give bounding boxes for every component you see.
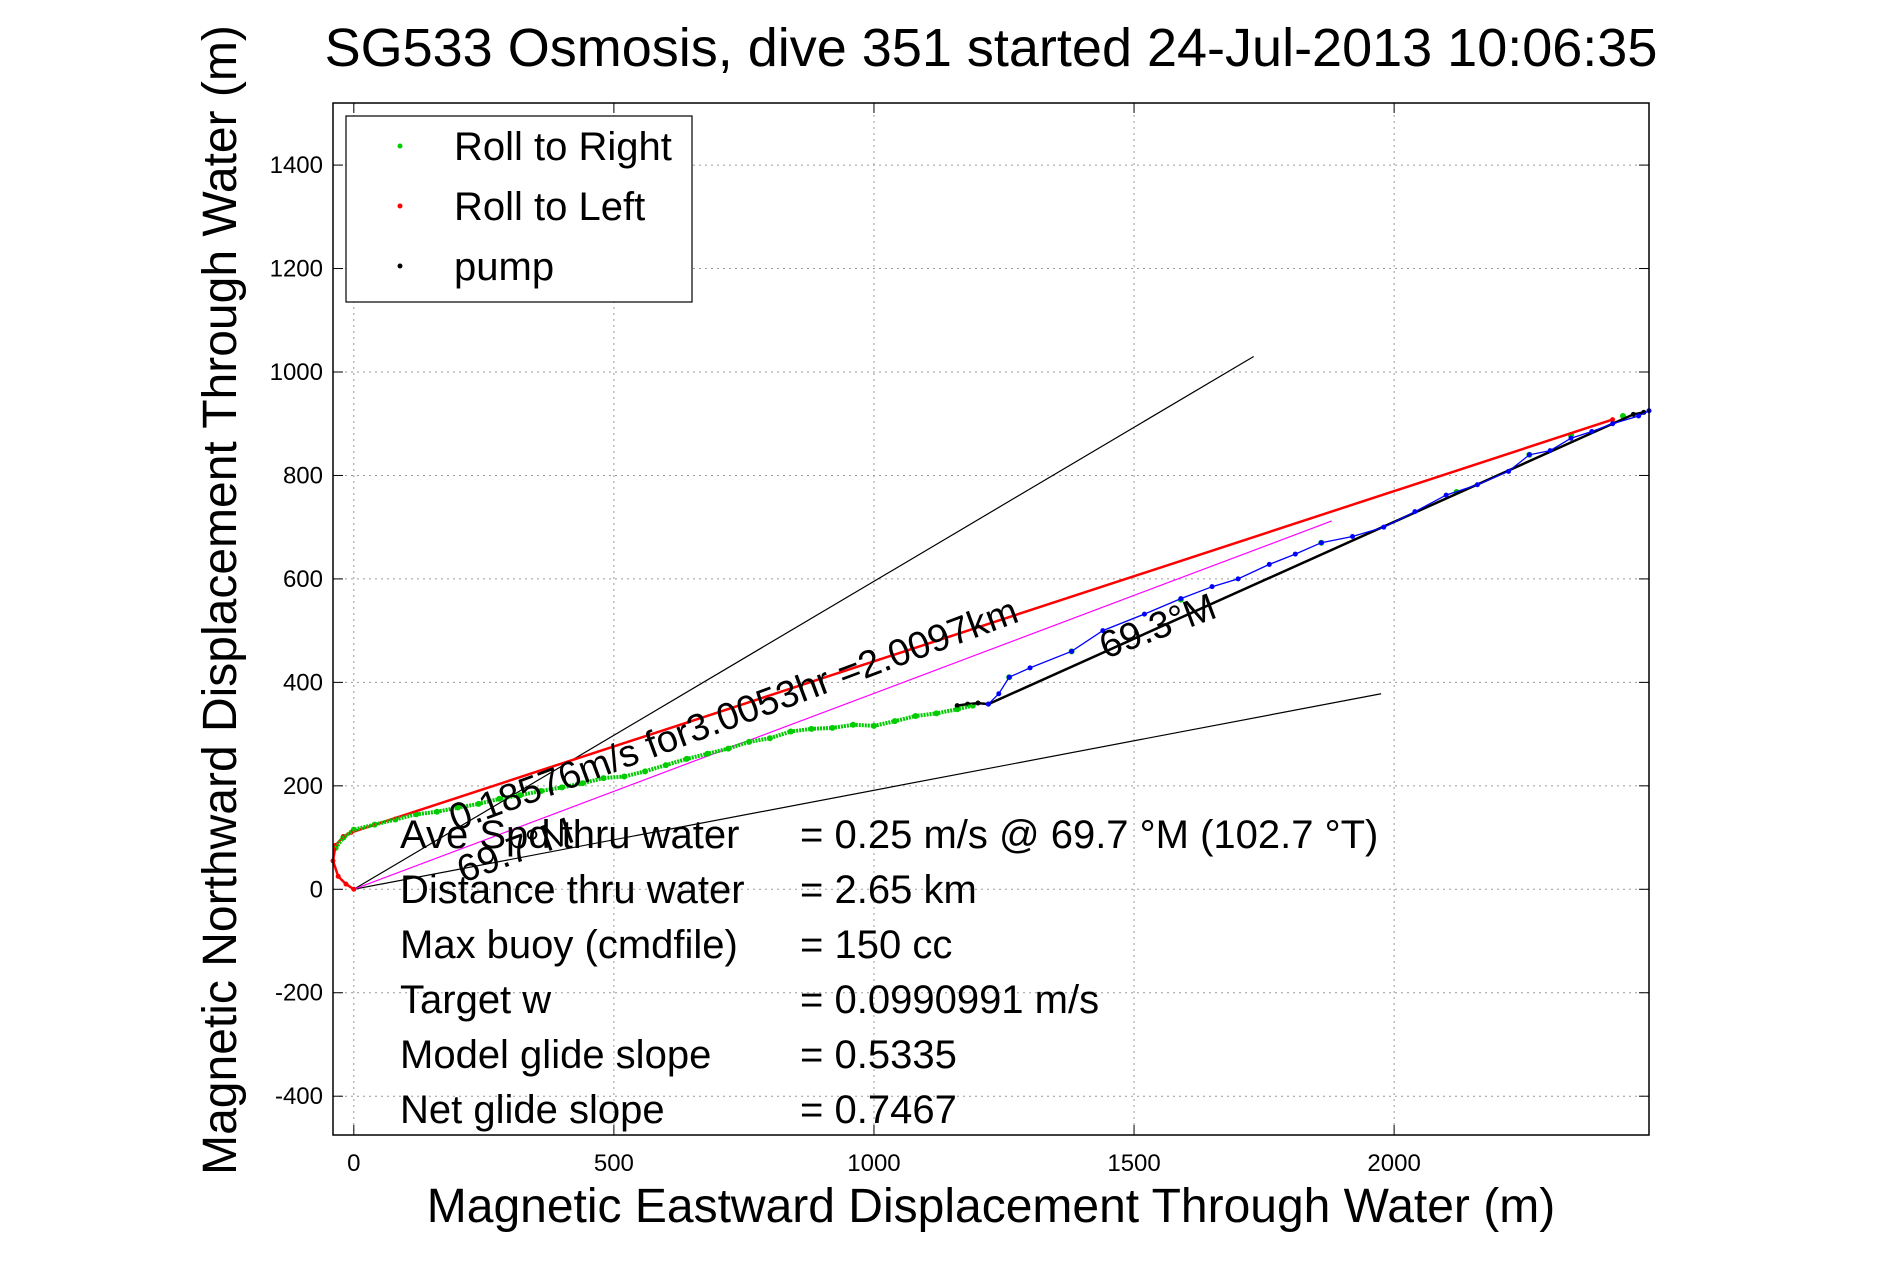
x-tick-label: 1500 [1107,1150,1160,1177]
stat-label: Model glide slope [400,1033,711,1077]
track-point [996,691,1002,697]
y-tick-label: 200 [283,773,323,800]
y-tick-label: 400 [283,669,323,696]
reference-line [353,693,1382,890]
roll-to-left-point [351,886,357,892]
y-tick-label: 1000 [270,359,323,386]
stat-value: = 0.7467 [800,1088,957,1132]
pump-point [1630,411,1636,417]
track-point [1526,452,1532,458]
legend-label: Roll to Right [454,125,672,169]
stat-label: Distance thru water [400,868,745,912]
track-point [985,701,991,707]
roll-to-right-trace [334,703,974,850]
legend-marker [397,143,403,149]
reference-lines [353,355,1382,890]
grid [333,103,1649,1135]
track-point [1027,665,1033,671]
plot-area-frame [332,102,1650,1136]
track-point [1069,648,1075,654]
y-tick-label: 1400 [270,152,323,179]
y-axis-label: Magnetic Northward Displacement Through … [194,25,247,1175]
track-point [1547,448,1553,454]
track-point [1209,584,1215,590]
y-tick-label: 1200 [270,256,323,283]
y-tick-label: -200 [275,980,323,1007]
reference-line [353,355,1254,890]
stat-value: = 2.65 km [800,868,977,912]
track-point [1178,596,1184,602]
legend-label: Roll to Left [454,185,645,229]
stat-label: Target w [400,978,551,1022]
track-point [1266,561,1272,567]
roll-to-left-point [335,873,341,879]
stat-label: Net glide slope [400,1088,665,1132]
roll-to-left-point [343,881,349,887]
track-point [1506,468,1512,474]
legend-marker [397,203,403,209]
track-point [1318,540,1324,546]
stat-label: Max buoy (cmdfile) [400,923,738,967]
y-tick-label: 800 [283,462,323,489]
y-tick-label: 600 [283,566,323,593]
axis-ticks: 0 500 1000 1500 2000 -400 -200 0 200 400 600 800 100… [270,103,1649,1177]
stat-value: = 0.5335 [800,1033,957,1077]
legend-items: Roll to Right Roll to Left pump [397,125,672,289]
chart-title: SG533 Osmosis, dive 351 started 24-Jul-2… [325,18,1658,78]
track-point [1350,533,1356,539]
stat-value: = 150 cc [800,923,952,967]
dive-stats: Ave Spd thru water = 0.25 m/s @ 69.7 °M (… [400,813,1378,1132]
stat-value: = 0.0990991 m/s [800,978,1099,1022]
reference-line [353,520,1332,890]
y-tick-label: -400 [275,1083,323,1110]
track-point [1100,628,1106,634]
x-tick-label: 2000 [1367,1150,1420,1177]
pump-point [975,700,981,706]
track-point [1292,551,1298,557]
legend-label: pump [454,245,554,289]
legend: Roll to Right Roll to Left pump [345,115,693,303]
data-series [330,408,1652,892]
track-point [1636,413,1642,419]
track-point [1412,509,1418,515]
stat-label: Ave Spd thru water [400,813,739,857]
y-tick-label: 0 [310,876,323,903]
track-point [1235,576,1241,582]
track-point [1589,428,1595,434]
legend-marker [397,263,403,269]
x-tick-label: 1000 [847,1150,900,1177]
track-line [987,410,1650,705]
track-point [1568,435,1574,441]
track-point [1141,611,1147,617]
legend-box [345,115,693,303]
pump-point [954,703,960,709]
x-axis-label: Magnetic Eastward Displacement Through W… [427,1180,1555,1233]
x-tick-label: 0 [347,1150,360,1177]
track-point [1381,524,1387,530]
track-point [1474,482,1480,488]
roll-to-left-point [1610,417,1616,423]
x-tick-label: 500 [594,1150,634,1177]
track-point [1610,421,1616,427]
stat-value: = 0.25 m/s @ 69.7 °M (102.7 °T) [800,813,1378,857]
track-point [1443,492,1449,498]
track-point [1006,674,1012,680]
